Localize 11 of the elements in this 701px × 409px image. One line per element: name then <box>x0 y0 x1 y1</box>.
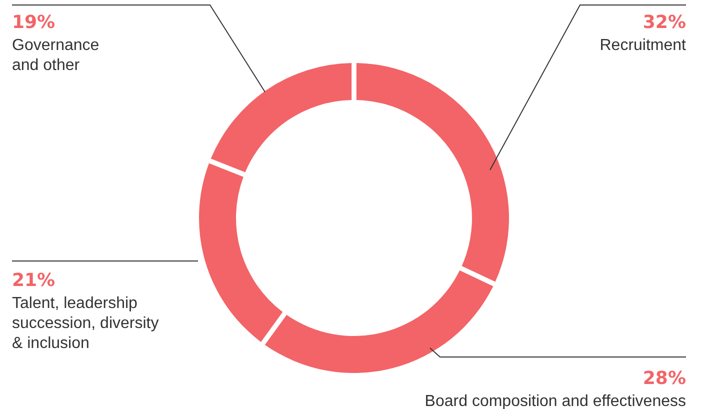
data-label: 19% <box>12 12 56 33</box>
slice-label: Talent, leadership succession, diversity & inclusion <box>12 295 159 352</box>
donut-slice <box>199 163 283 342</box>
data-label: 21% <box>12 270 56 291</box>
data-label: 32% <box>642 12 686 33</box>
slice-label: Recruitment <box>600 37 687 54</box>
slice-label: Governance and other <box>12 37 100 74</box>
donut-slice <box>264 270 494 373</box>
slice-label: Board composition and effectiveness <box>424 393 686 409</box>
data-label: 28% <box>642 368 686 389</box>
donut-slice <box>210 63 352 172</box>
